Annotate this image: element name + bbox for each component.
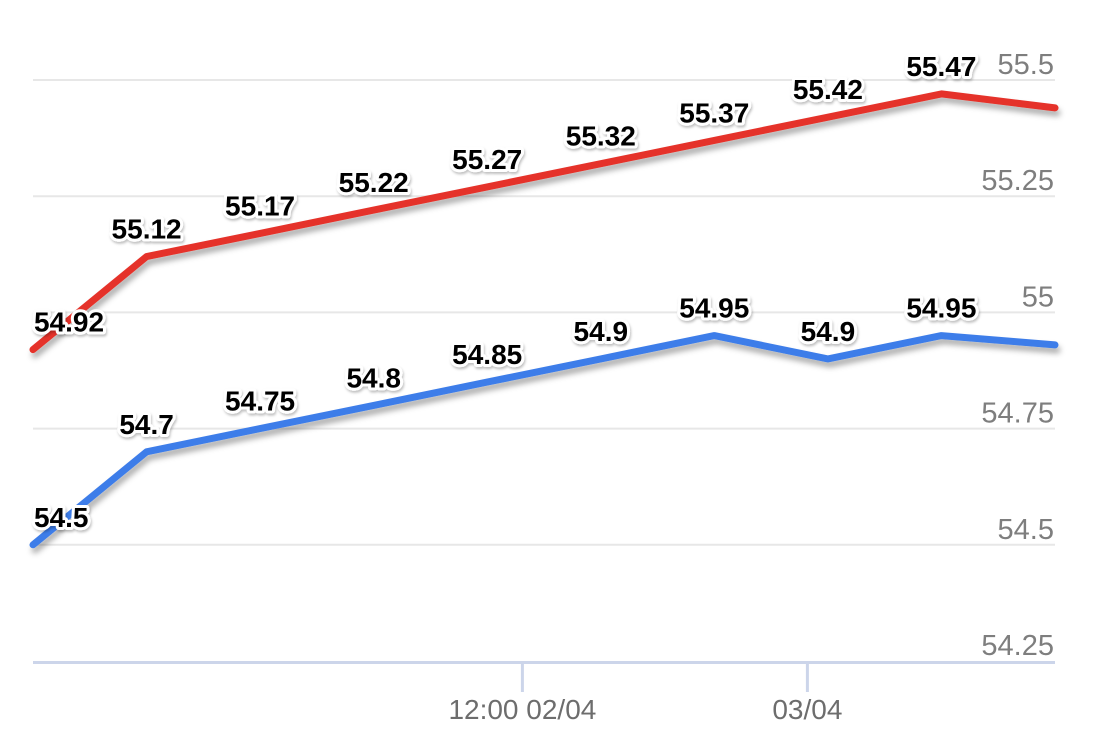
upper-price-series-point-label: 54.92 <box>34 307 104 338</box>
upper-price-series-point-label: 55.12 <box>112 214 182 245</box>
upper-price-series-point-label: 55.22 <box>339 167 409 198</box>
lower-price-series-point-label: 54.9 <box>801 316 856 347</box>
y-axis-label: 54.75 <box>981 398 1054 430</box>
upper-price-series-point-label: 55.37 <box>679 97 749 128</box>
lower-price-series-point-label: 54.95 <box>906 293 976 324</box>
y-axis-label: 55.5 <box>998 49 1054 81</box>
y-axis-label: 54.5 <box>998 514 1054 546</box>
lower-price-series-point-label: 54.5 <box>34 502 89 533</box>
upper-price-series-point-label: 55.47 <box>906 51 976 82</box>
lower-price-series-point-label: 54.8 <box>346 362 401 393</box>
upper-price-series-point-label: 55.32 <box>566 121 636 152</box>
lower-price-series-point-label: 54.95 <box>679 293 749 324</box>
upper-price-series-point-label: 55.27 <box>452 144 522 175</box>
lower-price-series-point-label: 54.7 <box>119 409 174 440</box>
y-axis-label: 55.25 <box>981 165 1054 197</box>
y-axis-label: 54.25 <box>981 630 1054 662</box>
lower-price-series-point-label: 54.85 <box>452 339 522 370</box>
lower-price-series-point-label: 54.75 <box>225 386 295 417</box>
upper-price-series-point-label: 55.42 <box>793 74 863 105</box>
upper-price-series-point-label: 55.17 <box>225 190 295 221</box>
upper-price-series-line[interactable] <box>29 90 1059 354</box>
lower-price-series-point-label: 54.9 <box>574 316 629 347</box>
x-axis-label: 12:00 02/04 <box>448 694 596 725</box>
lower-price-series-line[interactable] <box>29 332 1059 549</box>
y-axis-label: 55 <box>1022 281 1054 313</box>
x-axis-label: 03/04 <box>772 694 842 725</box>
